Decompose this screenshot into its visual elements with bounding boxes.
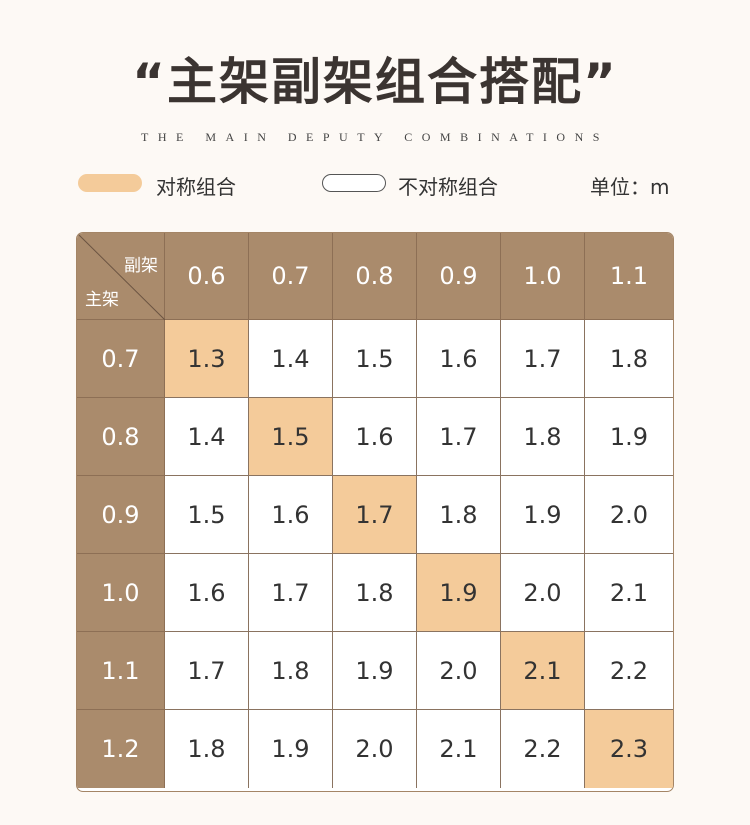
corner-diagonal-line [77, 233, 165, 320]
combination-cell: 1.4 [165, 398, 249, 476]
column-header-cell: 0.8 [333, 233, 417, 320]
column-header-cell: 0.9 [417, 233, 501, 320]
row-header-cell: 0.9 [77, 476, 165, 554]
combination-cell: 1.8 [165, 710, 249, 788]
row-header-cell: 0.8 [77, 398, 165, 476]
table-header-row: 副架 主架 0.6 0.7 0.8 0.9 1.0 1.1 [77, 233, 673, 320]
combination-cell: 1.8 [417, 476, 501, 554]
symmetric-combination-cell: 1.9 [417, 554, 501, 632]
combination-cell: 1.7 [249, 554, 333, 632]
column-header-cell: 1.0 [501, 233, 585, 320]
symmetric-combination-cell: 1.7 [333, 476, 417, 554]
table-row: 0.9 1.5 1.6 1.7 1.8 1.9 2.0 [77, 476, 673, 554]
column-header-cell: 0.6 [165, 233, 249, 320]
table-row: 0.8 1.4 1.5 1.6 1.7 1.8 1.9 [77, 398, 673, 476]
combination-cell: 1.8 [501, 398, 585, 476]
symmetric-swatch [78, 174, 142, 192]
symmetric-legend-label: 对称组合 [156, 175, 236, 199]
table-row: 1.1 1.7 1.8 1.9 2.0 2.1 2.2 [77, 632, 673, 710]
combination-cell: 1.7 [417, 398, 501, 476]
combination-cell: 1.9 [249, 710, 333, 788]
table-row: 1.0 1.6 1.7 1.8 1.9 2.0 2.1 [77, 554, 673, 632]
table-row: 0.7 1.3 1.4 1.5 1.6 1.7 1.8 [77, 320, 673, 398]
combination-cell: 1.5 [165, 476, 249, 554]
combination-cell: 2.2 [585, 632, 673, 710]
combination-cell: 1.8 [249, 632, 333, 710]
corner-column-label: 副架 [124, 256, 158, 276]
combination-cell: 1.6 [249, 476, 333, 554]
page-subtitle: THE MAIN DEPUTY COMBINATIONS [141, 130, 609, 144]
corner-row-label: 主架 [85, 290, 119, 310]
row-header-cell: 1.1 [77, 632, 165, 710]
combination-cell: 1.9 [501, 476, 585, 554]
combination-cell: 1.8 [333, 554, 417, 632]
row-header-cell: 0.7 [77, 320, 165, 398]
unit-label: 单位：m [590, 175, 670, 199]
combination-cell: 1.6 [165, 554, 249, 632]
asymmetric-swatch [322, 174, 386, 192]
combination-table: 副架 主架 0.6 0.7 0.8 0.9 1.0 1.1 0.7 1.3 1.4 1.5 1.6 1.7… [76, 232, 674, 792]
combination-cell: 2.0 [333, 710, 417, 788]
combination-cell: 1.4 [249, 320, 333, 398]
combination-cell: 1.9 [585, 398, 673, 476]
column-header-cell: 1.1 [585, 233, 673, 320]
symmetric-combination-cell: 1.5 [249, 398, 333, 476]
combination-cell: 1.7 [501, 320, 585, 398]
row-header-cell: 1.2 [77, 710, 165, 788]
combination-cell: 1.6 [417, 320, 501, 398]
combination-cell: 2.1 [417, 710, 501, 788]
page-title: “主架副架组合搭配” [132, 53, 618, 111]
column-header-cell: 0.7 [249, 233, 333, 320]
table-row: 1.2 1.8 1.9 2.0 2.1 2.2 2.3 [77, 710, 673, 788]
legend: 对称组合 不对称组合 单位：m [78, 170, 678, 200]
combination-cell: 1.9 [333, 632, 417, 710]
combination-cell: 1.5 [333, 320, 417, 398]
row-header-cell: 1.0 [77, 554, 165, 632]
combination-cell: 2.0 [417, 632, 501, 710]
combination-cell: 2.2 [501, 710, 585, 788]
symmetric-combination-cell: 2.1 [501, 632, 585, 710]
combination-cell: 2.0 [585, 476, 673, 554]
combination-cell: 1.6 [333, 398, 417, 476]
symmetric-combination-cell: 1.3 [165, 320, 249, 398]
combination-cell: 2.1 [585, 554, 673, 632]
combination-cell: 1.8 [585, 320, 673, 398]
asymmetric-legend-label: 不对称组合 [398, 175, 498, 199]
corner-header-cell: 副架 主架 [77, 233, 165, 320]
symmetric-combination-cell: 2.3 [585, 710, 673, 788]
combination-cell: 1.7 [165, 632, 249, 710]
combination-cell: 2.0 [501, 554, 585, 632]
